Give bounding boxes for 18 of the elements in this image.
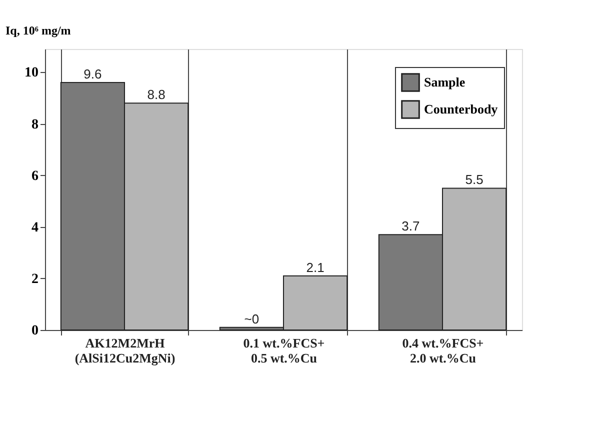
data-label: ~0 <box>244 311 260 326</box>
data-label: 9.6 <box>84 66 102 82</box>
data-label: 8.8 <box>147 87 166 102</box>
y-tick-label: 10 <box>24 66 38 81</box>
y-tick-label: 2 <box>32 272 38 287</box>
y-tick-label: 6 <box>32 168 38 184</box>
x-tick-label: AK12M2MrH (AlSi12Cu2MgNi) <box>74 336 176 366</box>
legend-label: Counterbody <box>424 102 498 116</box>
data-label: 5.5 <box>465 172 484 188</box>
data-label: 2.1 <box>306 260 324 275</box>
y-axis-title: Iq, 10⁶ mg/m <box>6 24 71 38</box>
data-label: 3.7 <box>402 218 420 234</box>
y-tick-label: 8 <box>32 117 38 132</box>
x-tick-label: 0.4 wt.%FCS+ 2.0 wt.%Cu <box>402 336 484 366</box>
legend-label: Sample <box>424 74 466 90</box>
y-tick-label: 4 <box>32 220 38 236</box>
y-tick-label: 0 <box>32 324 38 338</box>
x-tick-label: 0.1 wt.%FCS+ 0.5 wt.%Cu <box>243 336 325 366</box>
